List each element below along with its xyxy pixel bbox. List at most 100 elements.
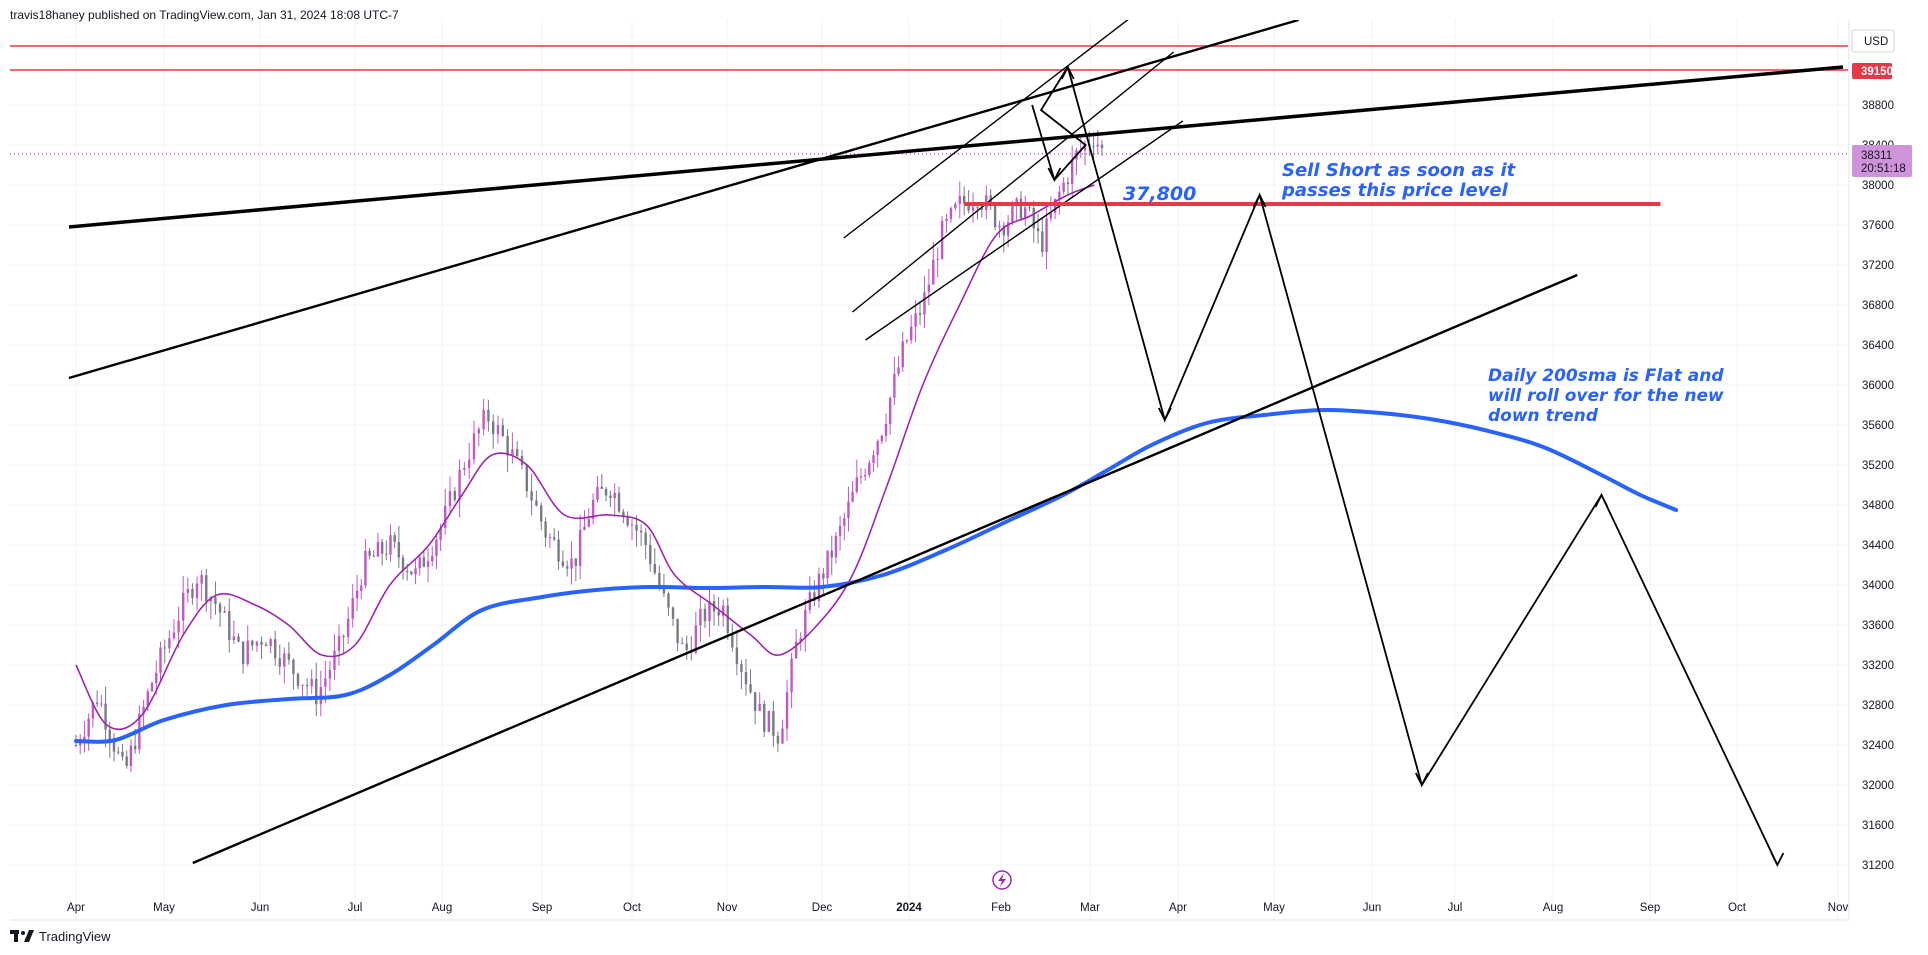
mid-long-trendline[interactable] xyxy=(68,20,1299,380)
candle-body xyxy=(635,524,638,531)
candle-body xyxy=(570,558,573,569)
price-axis[interactable]: USD 31200 31600 32000 32400 32800 33200 33600 3… xyxy=(1848,20,1912,920)
countdown-label: 20:51:18 xyxy=(1861,163,1906,175)
x-tick-label: Dec xyxy=(812,902,833,914)
candle-body xyxy=(1028,207,1031,209)
y-tick-label: 34400 xyxy=(1862,540,1894,552)
x-tick-label: Oct xyxy=(623,902,642,914)
candle-body xyxy=(380,542,384,554)
candle-body xyxy=(587,518,590,527)
drawings[interactable] xyxy=(10,15,1849,868)
candle-body xyxy=(435,539,438,556)
candle-body xyxy=(932,259,935,285)
candle-body xyxy=(364,550,367,586)
candle-body xyxy=(492,421,495,435)
candle-body xyxy=(310,678,313,687)
upper-long-trendline[interactable] xyxy=(68,65,1844,229)
candle-body xyxy=(880,435,884,442)
candle-body xyxy=(414,568,417,575)
currency-badge[interactable] xyxy=(1851,29,1895,53)
current-price-label: 38311 xyxy=(1861,150,1892,162)
candle-body xyxy=(980,208,984,210)
candle-body xyxy=(578,529,582,566)
candle-body xyxy=(548,536,552,538)
lower-support-trendline[interactable] xyxy=(192,273,1578,865)
candle-body xyxy=(511,449,514,456)
x-tick-label: Mar xyxy=(1080,902,1100,914)
candle-body xyxy=(182,592,185,621)
candle-body xyxy=(205,575,208,602)
candle-body xyxy=(121,751,124,757)
candle-body xyxy=(525,464,528,492)
candle-body xyxy=(914,313,917,327)
candle-body xyxy=(971,207,975,211)
candle-body xyxy=(453,491,456,500)
candle-body xyxy=(324,678,327,688)
candle-body xyxy=(516,449,519,456)
current-price-badge xyxy=(1852,145,1912,177)
candle-body xyxy=(104,703,107,730)
y-tick-label: 36400 xyxy=(1862,340,1894,352)
time-axis[interactable]: Apr May Jun Jul Aug Sep Oct Nov Dec 2024 Feb Mar Apr… xyxy=(10,902,1849,921)
candle-body xyxy=(998,225,1001,228)
projection-path[interactable] xyxy=(1031,64,1779,866)
x-tick-label: Jul xyxy=(1448,902,1463,914)
candle-body xyxy=(868,462,871,475)
candle-body xyxy=(843,517,846,526)
candle-body xyxy=(482,409,485,430)
candle-body xyxy=(1071,159,1074,184)
candle-body xyxy=(838,525,842,536)
candle-body xyxy=(993,204,997,228)
candle-body xyxy=(168,638,171,649)
candle-body xyxy=(422,557,426,567)
x-tick-label: Sep xyxy=(532,902,552,914)
plot-area[interactable] xyxy=(10,15,1849,920)
candle-body xyxy=(1002,225,1006,236)
candle-body xyxy=(735,647,739,665)
x-tick-label: Jul xyxy=(348,902,363,914)
candle-body xyxy=(1100,144,1104,149)
channel-middle[interactable] xyxy=(852,51,1175,313)
y-tick-label: 37600 xyxy=(1862,220,1894,232)
level-label-text: 37,800 xyxy=(1123,183,1196,205)
candle-body xyxy=(195,583,199,599)
sell-note-line-2: passes this price level xyxy=(1281,180,1509,201)
candle-body xyxy=(287,653,291,660)
candle-body xyxy=(125,756,128,766)
channel-upper[interactable] xyxy=(843,15,1134,239)
candle-body xyxy=(87,718,90,737)
arrowhead-down-3 xyxy=(1414,772,1429,788)
candle-body xyxy=(830,550,833,558)
candle-body xyxy=(496,425,500,435)
candle-body xyxy=(1006,222,1010,236)
candle-body xyxy=(708,601,711,622)
candle-body xyxy=(893,373,896,398)
lightning-icon[interactable] xyxy=(992,870,1012,890)
candle-body xyxy=(376,542,380,557)
channel-lower[interactable] xyxy=(865,120,1184,341)
candle-body xyxy=(591,499,595,519)
candle-body xyxy=(397,542,401,558)
footer-branding[interactable]: TradingView xyxy=(10,929,111,944)
candle-body xyxy=(214,597,217,605)
x-tick-label: Nov xyxy=(717,902,738,914)
candle-body xyxy=(535,500,538,506)
candle-body xyxy=(855,477,858,492)
candle-body xyxy=(530,491,533,501)
candle-body xyxy=(439,527,442,540)
candle-body xyxy=(305,684,309,687)
y-tick-label: 38800 xyxy=(1862,100,1894,112)
candle-body xyxy=(315,678,318,705)
candle-body xyxy=(241,641,245,664)
candle-body xyxy=(609,495,612,499)
candle-body xyxy=(557,539,560,562)
x-tick-label: Jun xyxy=(1363,902,1382,914)
candle-body xyxy=(355,590,359,599)
y-tick-label: 32400 xyxy=(1862,740,1894,752)
candle-body xyxy=(228,611,231,640)
arrowhead-down-1 xyxy=(1047,167,1062,183)
candle-body xyxy=(360,585,363,591)
candle-body xyxy=(264,644,268,647)
x-tick-label: Aug xyxy=(432,902,452,914)
